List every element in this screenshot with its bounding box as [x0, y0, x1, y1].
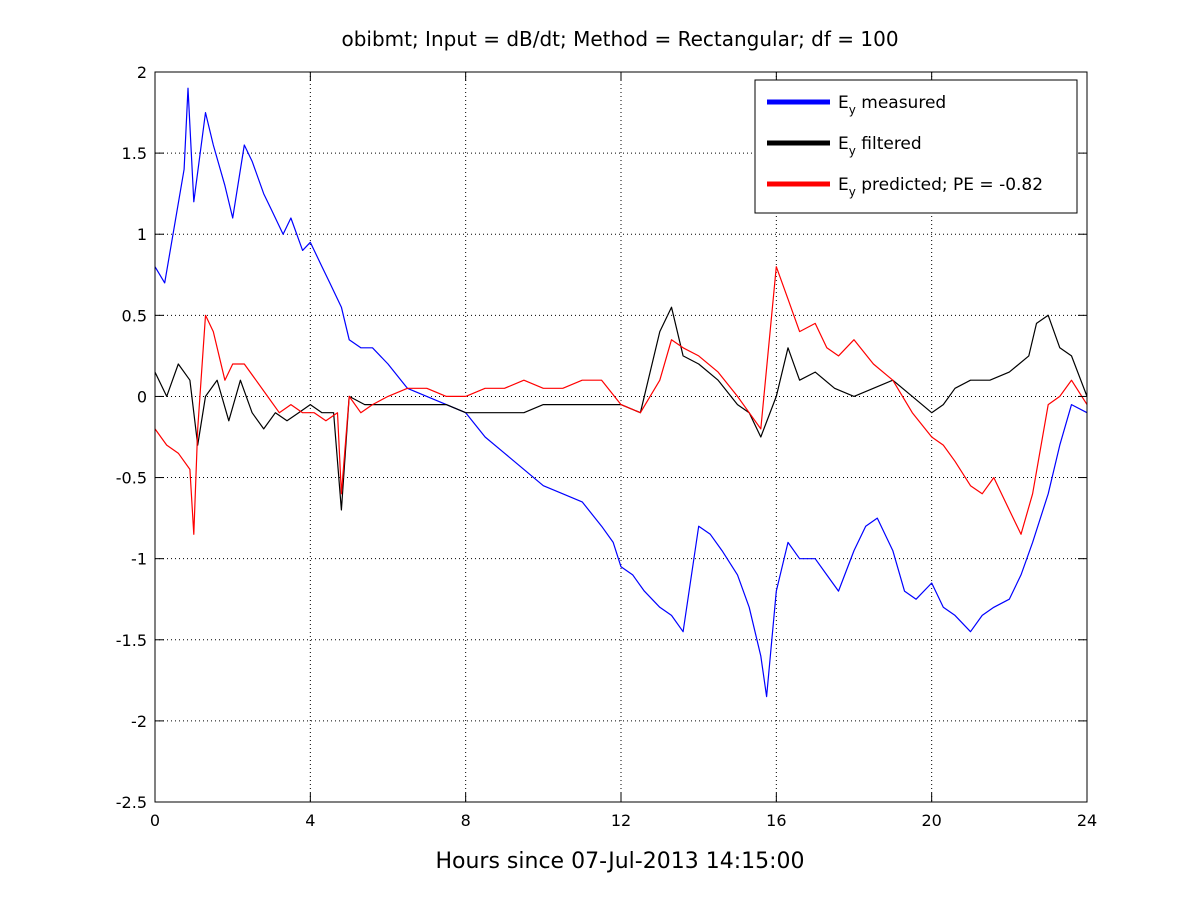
x-tick-label: 8 — [461, 811, 471, 830]
y-tick-label: -2.5 — [116, 793, 147, 812]
legend-label-main: E — [838, 93, 849, 113]
y-tick-label: 2 — [137, 63, 147, 82]
legend-label-rest: filtered — [856, 134, 922, 154]
series-line-1 — [154, 87, 1088, 698]
y-tick-label: -2 — [131, 712, 147, 731]
legend-label-subscript: y — [849, 144, 856, 158]
y-axis-tick-labels: 2 1.5 1 0.5 0 -0.5 -1 -1.5 -2 -2.5 — [116, 63, 147, 812]
x-tick-label: 12 — [611, 811, 631, 830]
series-line-2 — [154, 306, 1088, 511]
x-axis-label: Hours since 07-Jul-2013 14:15:00 — [435, 849, 804, 874]
x-tick-label: 4 — [305, 811, 315, 830]
x-axis-tick-labels: 0 4 8 12 16 20 24 — [150, 811, 1097, 830]
legend-label: Ey measured — [838, 93, 946, 117]
y-tick-label: 1 — [137, 225, 147, 244]
legend-label: Ey filtered — [838, 134, 922, 158]
legend-label: Ey predicted; PE = -0.82 — [838, 175, 1043, 199]
y-tick-label: 1.5 — [122, 144, 147, 163]
chart-title: obibmt; Input = dB/dt; Method = Rectangu… — [341, 27, 898, 51]
x-tick-label: 0 — [150, 811, 160, 830]
data-series — [154, 87, 1088, 698]
legend-label-subscript: y — [849, 185, 856, 199]
y-tick-label: -1 — [131, 550, 147, 569]
y-tick-label: -1.5 — [116, 631, 147, 650]
x-tick-label: 16 — [766, 811, 786, 830]
legend-label-main: E — [838, 175, 849, 195]
x-tick-label: 20 — [921, 811, 941, 830]
x-tick-label: 24 — [1077, 811, 1097, 830]
legend-label-main: E — [838, 134, 849, 154]
y-tick-label: 0.5 — [122, 306, 147, 325]
y-tick-label: -0.5 — [116, 469, 147, 488]
series-line-3 — [154, 266, 1088, 535]
axis-ticks — [154, 71, 1088, 803]
legend-label-subscript: y — [849, 103, 856, 117]
y-tick-label: 0 — [137, 387, 147, 406]
legend-label-rest: measured — [856, 93, 946, 113]
legend-label-rest: predicted; PE = -0.82 — [856, 175, 1043, 195]
